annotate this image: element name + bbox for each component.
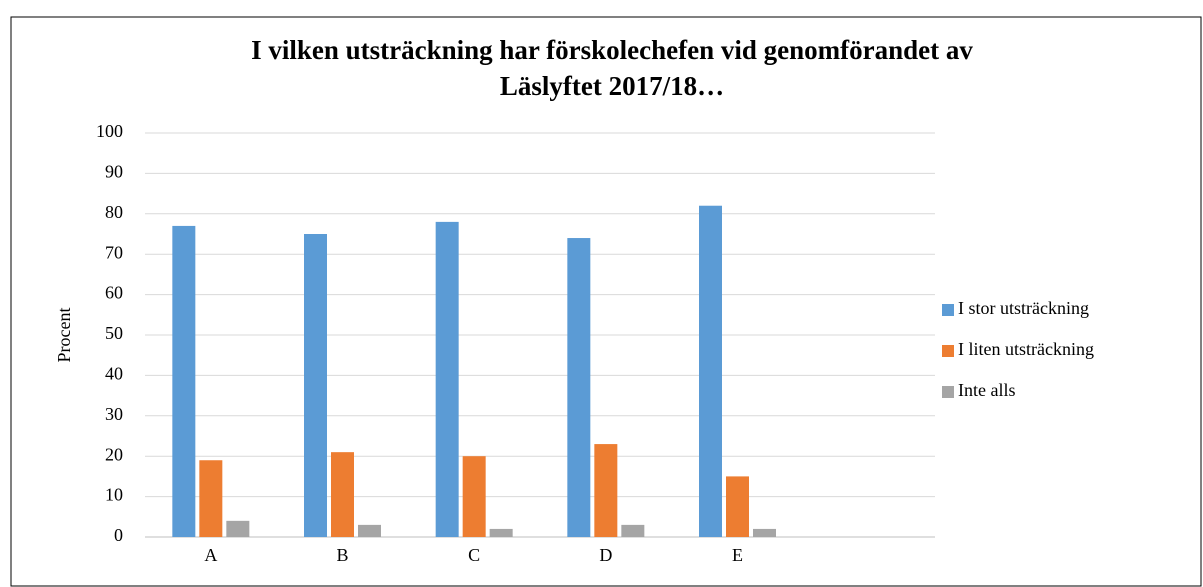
legend-label: I liten utsträckning bbox=[958, 339, 1094, 359]
bar bbox=[199, 460, 223, 537]
y-tick-label: 90 bbox=[105, 162, 123, 182]
y-axis-label: Procent bbox=[54, 308, 74, 363]
bar bbox=[594, 444, 618, 537]
y-tick-label: 0 bbox=[114, 525, 123, 545]
x-tick-label: B bbox=[336, 545, 348, 565]
y-tick-label: 40 bbox=[105, 364, 123, 384]
y-tick-label: 30 bbox=[105, 404, 123, 424]
bar bbox=[567, 238, 591, 538]
y-tick-label: 50 bbox=[105, 323, 123, 343]
x-tick-label: E bbox=[732, 545, 743, 565]
bar bbox=[226, 520, 250, 537]
y-tick-label: 100 bbox=[96, 121, 123, 141]
x-tick-label: C bbox=[468, 545, 480, 565]
legend-label: I stor utsträckning bbox=[958, 298, 1089, 318]
chart-title: Läslyftet 2017/18… bbox=[500, 71, 724, 101]
x-tick-label: D bbox=[599, 545, 612, 565]
y-tick-label: 80 bbox=[105, 202, 123, 222]
bar bbox=[358, 524, 381, 537]
legend-swatch bbox=[942, 386, 954, 398]
bar bbox=[699, 205, 722, 537]
x-tick-label: A bbox=[204, 545, 217, 565]
bar bbox=[726, 476, 749, 537]
bar bbox=[462, 456, 486, 537]
y-tick-label: 60 bbox=[105, 283, 123, 303]
bar bbox=[172, 225, 196, 538]
bar bbox=[331, 452, 354, 537]
bar bbox=[304, 234, 327, 537]
legend-label: Inte alls bbox=[958, 380, 1015, 400]
y-tick-label: 10 bbox=[105, 485, 123, 505]
bar bbox=[753, 528, 776, 537]
legend-swatch bbox=[942, 304, 954, 316]
y-tick-label: 70 bbox=[105, 242, 123, 262]
legend-swatch bbox=[942, 345, 954, 357]
chart-title: I vilken utsträckning har förskolechefen… bbox=[251, 35, 973, 65]
bar bbox=[621, 524, 645, 537]
bar bbox=[435, 221, 459, 537]
bar bbox=[489, 528, 513, 537]
y-tick-label: 20 bbox=[105, 444, 123, 464]
